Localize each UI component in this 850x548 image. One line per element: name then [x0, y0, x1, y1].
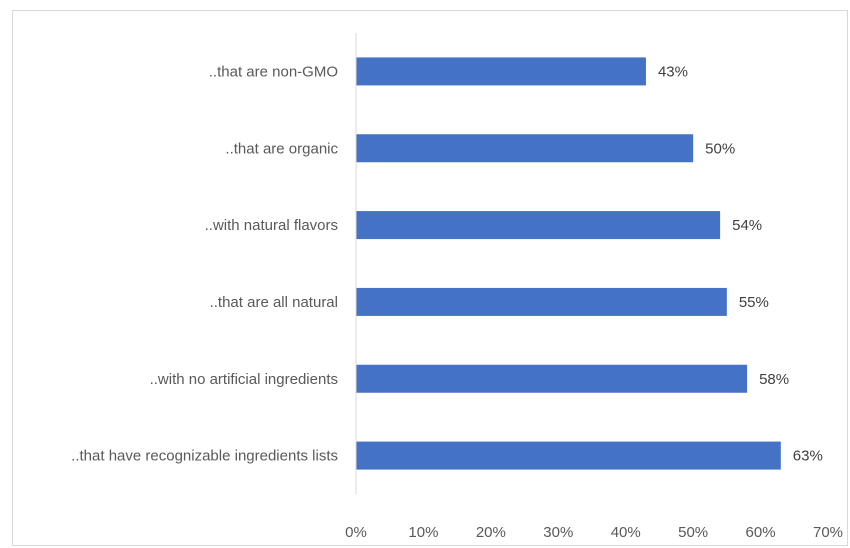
- x-tick-label-20: 20%: [476, 524, 506, 541]
- value-label-with-natural-flavors: 54%: [732, 217, 762, 234]
- x-tick-label-60: 60%: [746, 524, 776, 541]
- x-tick-label-50: 50%: [678, 524, 708, 541]
- x-tick-label-0: 0%: [345, 524, 367, 541]
- bar-that-have-recognizable-ingredients-lists: [356, 441, 781, 470]
- category-label-with-no-artificial-ingredients: ..with no artificial ingredients: [150, 371, 338, 388]
- x-tick-label-10: 10%: [408, 524, 438, 541]
- category-label-that-have-recognizable-ingredients-lists: ..that have recognizable ingredients lis…: [71, 448, 338, 465]
- x-tick-label-30: 30%: [543, 524, 573, 541]
- category-labels-group: ..that are non-GMO ..that are organic ..wi…: [71, 63, 338, 464]
- category-label-that-are-non-gmo: ..that are non-GMO: [209, 63, 338, 80]
- value-label-that-are-non-gmo: 43%: [658, 63, 688, 80]
- bar-that-are-non-gmo: [356, 57, 646, 86]
- value-label-with-no-artificial-ingredients: 58%: [759, 371, 789, 388]
- x-tick-labels-group: 0% 10% 20% 30% 40% 50% 60% 70%: [345, 524, 843, 541]
- value-label-that-are-organic: 50%: [705, 140, 735, 157]
- category-label-with-natural-flavors: ..with natural flavors: [205, 217, 338, 234]
- category-label-that-are-organic: ..that are organic: [225, 140, 338, 157]
- bar-with-natural-flavors: [356, 211, 721, 240]
- value-labels-group: 43% 50% 54% 55% 58% 63%: [658, 63, 823, 464]
- value-label-that-are-all-natural: 55%: [739, 294, 769, 311]
- value-label-that-have-recognizable-ingredients-lists: 63%: [793, 448, 823, 465]
- category-label-that-are-all-natural: ..that are all natural: [210, 294, 338, 311]
- bar-that-are-all-natural: [356, 287, 727, 316]
- bar-with-no-artificial-ingredients: [356, 364, 748, 393]
- x-tick-label-40: 40%: [611, 524, 641, 541]
- x-tick-label-70: 70%: [813, 524, 843, 541]
- bars-group: [356, 57, 781, 470]
- bar-that-are-organic: [356, 134, 694, 163]
